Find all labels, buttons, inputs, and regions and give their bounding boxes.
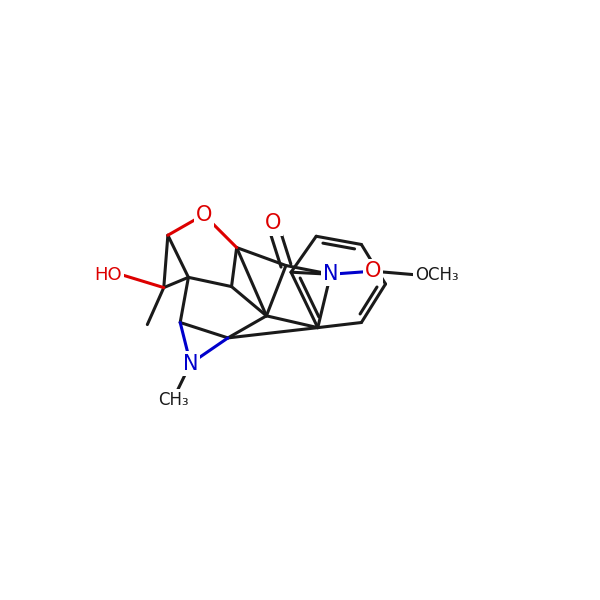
- Text: CH₃: CH₃: [158, 391, 188, 409]
- Text: OCH₃: OCH₃: [415, 266, 459, 284]
- Text: O: O: [265, 214, 281, 233]
- Text: N: N: [323, 264, 338, 284]
- Text: O: O: [196, 205, 212, 225]
- Text: N: N: [183, 353, 198, 374]
- Text: HO: HO: [94, 266, 122, 284]
- Text: O: O: [365, 261, 382, 281]
